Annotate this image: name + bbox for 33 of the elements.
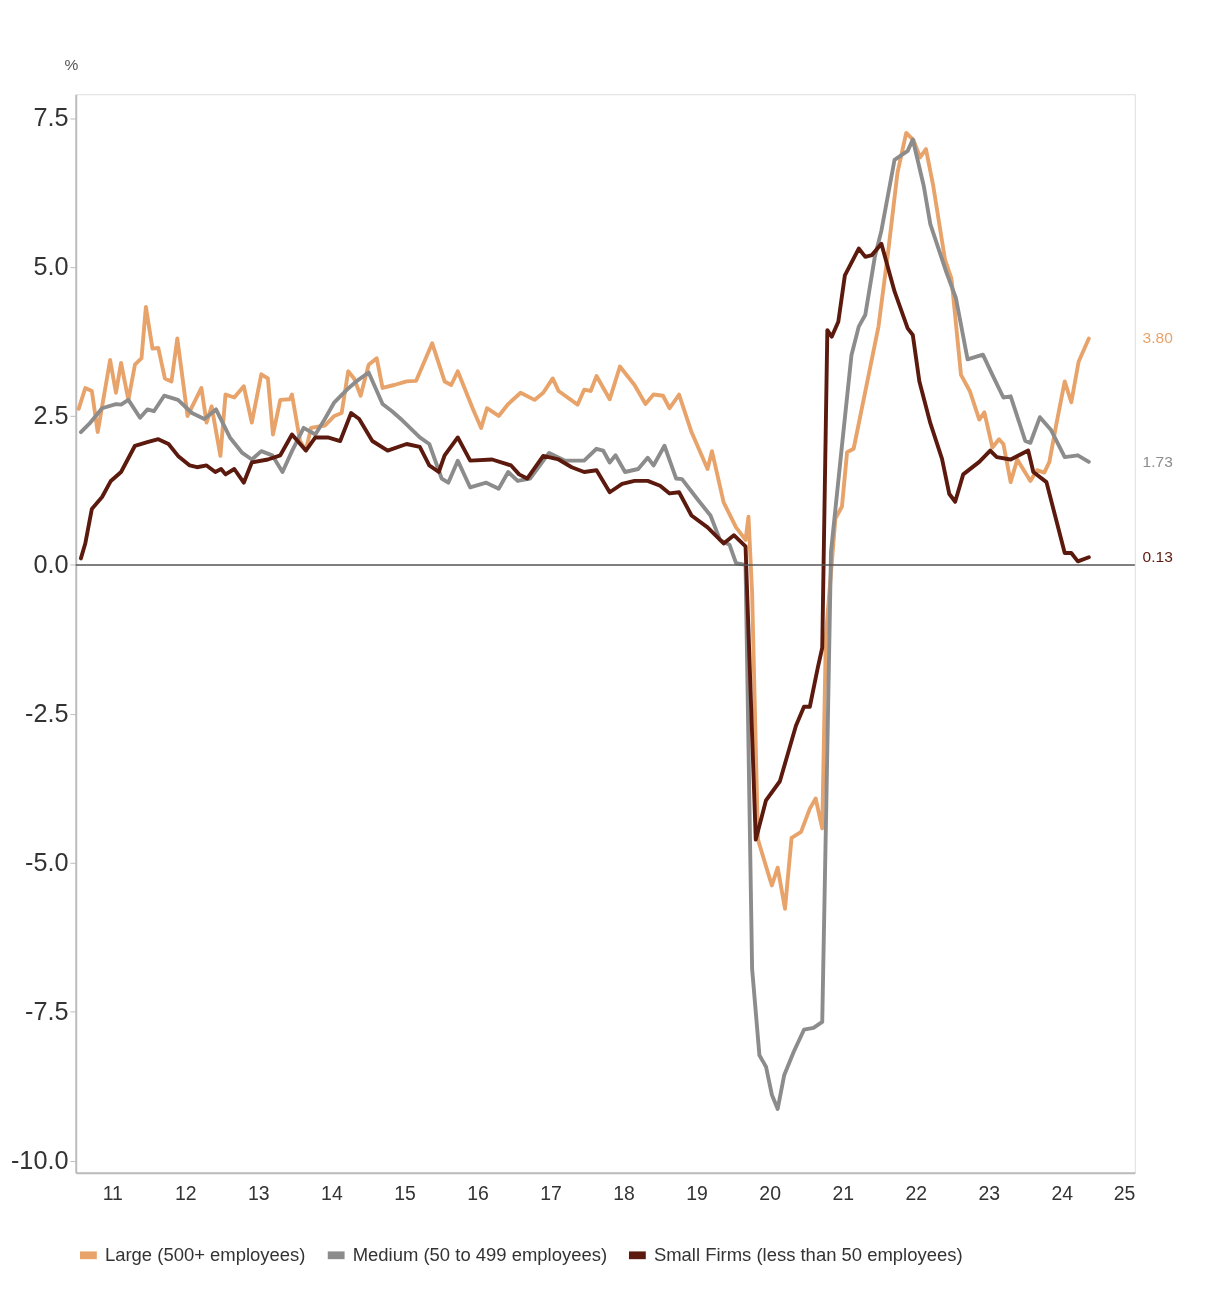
x-tick-label: 16	[467, 1182, 489, 1205]
y-tick-label: -10.0	[10, 1146, 69, 1175]
x-tick-label: 23	[978, 1182, 1001, 1205]
x-tick-label: 14	[321, 1182, 343, 1205]
y-tick-label: -2.5	[24, 699, 69, 728]
y-tick-label: -7.5	[24, 997, 69, 1026]
legend-label: Large (500+ employees)	[104, 1244, 306, 1266]
line-series	[76, 131, 1091, 911]
x-tick-label: 17	[540, 1182, 562, 1205]
x-tick-label: 13	[248, 1182, 270, 1205]
y-tick-label: -5.0	[24, 848, 69, 877]
text: 0.13	[1142, 548, 1173, 566]
y-tick-label: 5.0	[33, 252, 69, 281]
x-tick-label: 15	[394, 1182, 416, 1205]
x-tick-label: 19	[686, 1182, 708, 1205]
line-series	[78, 241, 1091, 842]
x-tick-label: 25	[1113, 1182, 1136, 1205]
x-tick-label: 22	[905, 1182, 928, 1205]
y-tick-label: 2.5	[33, 401, 69, 430]
y-tick-label: 7.5	[33, 103, 69, 132]
text: 3.80	[1142, 329, 1174, 347]
legend-label: Small Firms (less than 50 employees)	[653, 1244, 963, 1266]
text: 1.73	[1142, 452, 1173, 470]
y-axis-title: %	[64, 56, 79, 74]
x-tick-label: 20	[759, 1182, 782, 1205]
x-tick-label: 21	[832, 1182, 854, 1205]
x-tick-label: 24	[1051, 1182, 1074, 1205]
legend-label: Medium (50 to 499 employees)	[352, 1244, 608, 1266]
x-tick-label: 11	[102, 1182, 123, 1205]
y-tick-label: 0.0	[33, 550, 69, 579]
x-tick-label: 12	[175, 1182, 197, 1205]
x-tick-label: 18	[613, 1182, 635, 1205]
line-series	[78, 137, 1091, 1111]
